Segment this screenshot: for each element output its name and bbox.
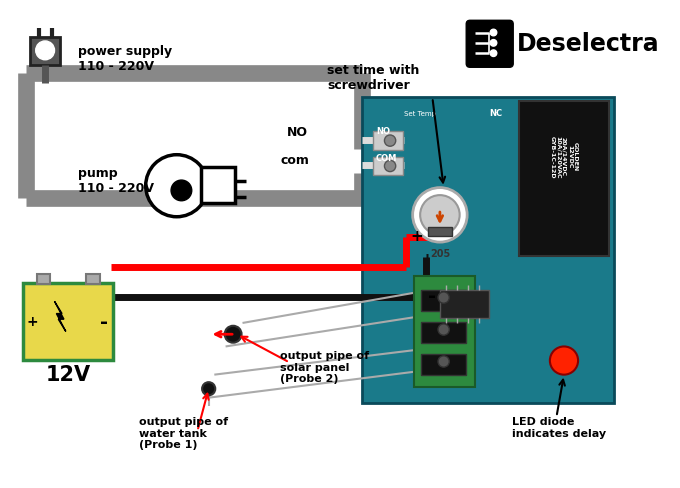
Circle shape bbox=[224, 326, 241, 343]
Text: Deselectra: Deselectra bbox=[517, 32, 660, 56]
Bar bbox=[428, 227, 452, 237]
Bar bbox=[421, 354, 466, 375]
Circle shape bbox=[490, 40, 497, 46]
Circle shape bbox=[384, 135, 396, 146]
Bar bbox=[440, 290, 489, 318]
Circle shape bbox=[420, 195, 460, 235]
Bar bbox=[413, 276, 475, 387]
Circle shape bbox=[146, 155, 207, 217]
Bar bbox=[201, 167, 235, 203]
Text: +: + bbox=[26, 315, 38, 329]
Text: -: - bbox=[428, 287, 437, 306]
Circle shape bbox=[438, 356, 449, 367]
Circle shape bbox=[36, 41, 54, 60]
Text: +: + bbox=[410, 229, 423, 244]
Text: set time with
screwdriver: set time with screwdriver bbox=[327, 63, 420, 92]
Text: 205: 205 bbox=[430, 249, 450, 259]
Bar bbox=[421, 322, 466, 343]
Circle shape bbox=[413, 187, 467, 242]
FancyBboxPatch shape bbox=[466, 20, 513, 67]
Circle shape bbox=[490, 50, 497, 57]
Text: output pipe of
water tank
(Probe 1): output pipe of water tank (Probe 1) bbox=[139, 417, 228, 450]
Text: GOLDEN
12VDC
20A/14VDC
10A/120VAC
GYB-1C-12D: GOLDEN 12VDC 20A/14VDC 10A/120VAC GYB-1C… bbox=[550, 136, 578, 178]
Text: 12V: 12V bbox=[46, 365, 90, 385]
Circle shape bbox=[171, 180, 192, 201]
Text: LED diode
indicates delay: LED diode indicates delay bbox=[512, 417, 607, 439]
Bar bbox=[24, 283, 113, 360]
Circle shape bbox=[550, 346, 578, 375]
Bar bbox=[373, 131, 403, 150]
Circle shape bbox=[384, 161, 396, 172]
Polygon shape bbox=[54, 301, 66, 331]
Circle shape bbox=[438, 292, 449, 303]
Text: COM: COM bbox=[376, 154, 397, 163]
Text: Set Temp: Set Temp bbox=[404, 110, 436, 117]
Text: NC: NC bbox=[489, 109, 502, 118]
Circle shape bbox=[490, 29, 497, 36]
Text: output pipe of
solar panel
(Probe 2): output pipe of solar panel (Probe 2) bbox=[280, 351, 369, 385]
Bar bbox=[86, 274, 100, 285]
Bar bbox=[373, 157, 403, 175]
Circle shape bbox=[202, 382, 216, 395]
Text: NO: NO bbox=[376, 127, 390, 137]
Bar bbox=[421, 290, 466, 311]
Circle shape bbox=[438, 324, 449, 335]
Bar bbox=[30, 37, 60, 65]
Text: power supply
110 - 220V: power supply 110 - 220V bbox=[78, 45, 172, 73]
Text: NO: NO bbox=[287, 125, 307, 139]
Bar bbox=[519, 101, 609, 256]
Text: -: - bbox=[101, 312, 108, 331]
Text: com: com bbox=[280, 154, 309, 167]
Bar bbox=[37, 274, 50, 285]
Bar bbox=[362, 98, 614, 403]
Text: pump
110 - 220V: pump 110 - 220V bbox=[78, 167, 154, 195]
